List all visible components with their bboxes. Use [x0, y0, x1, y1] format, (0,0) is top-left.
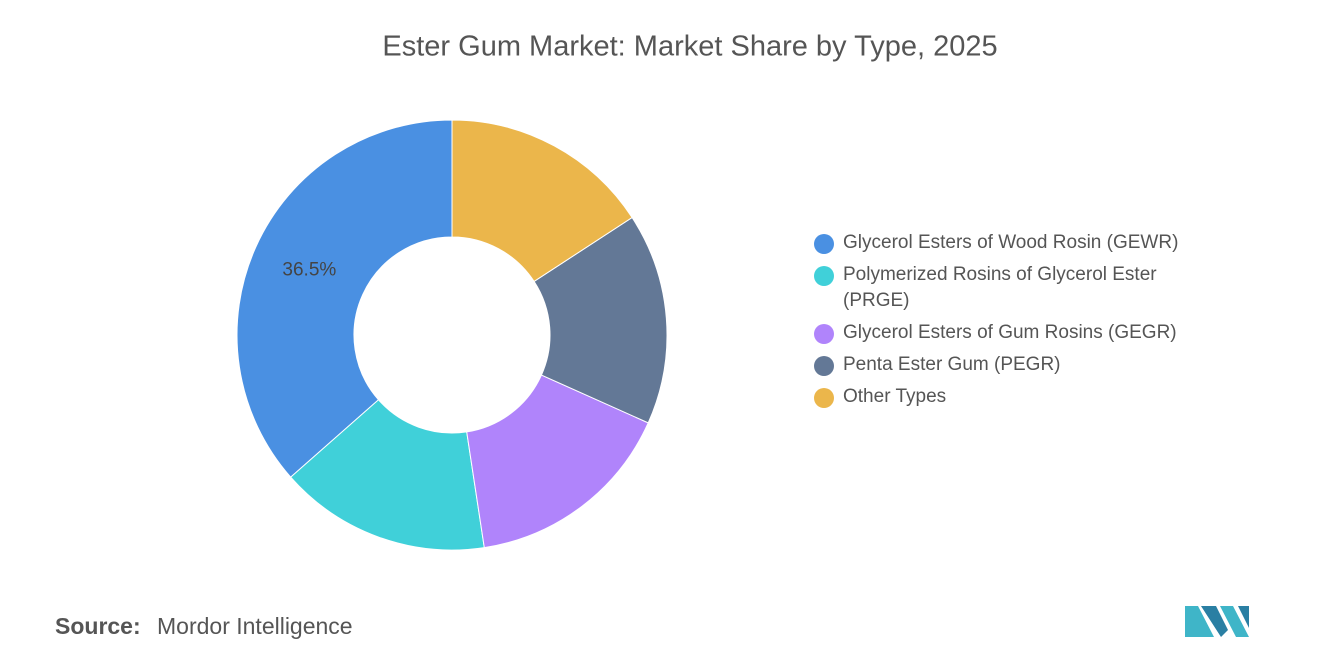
- legend-label: Other Types: [843, 386, 947, 407]
- chart-title: Ester Gum Market: Market Share by Type, …: [382, 31, 997, 63]
- source-label: Source:: [55, 613, 141, 639]
- slice: [466, 374, 649, 549]
- legend: Glycerol Esters of Wood Rosin (GEWR) Poly…: [814, 232, 1234, 418]
- legend-label: Glycerol Esters of Gum Rosins (GEGR): [843, 322, 1177, 343]
- slice: [290, 399, 485, 551]
- legend-label: Glycerol Esters of Wood Rosin (GEWR): [843, 232, 1179, 253]
- data-label: 36.5%: [282, 260, 336, 281]
- legend-swatch: [814, 266, 834, 286]
- source: Mordor Intelligence: [157, 613, 353, 639]
- legend-swatch: [814, 388, 834, 408]
- slice: [451, 119, 633, 283]
- slice: [236, 119, 453, 478]
- legend-label: Penta Ester Gum (PEGR): [843, 354, 1061, 375]
- legend-swatch: [814, 234, 834, 254]
- legend-item: Glycerol Esters of Wood Rosin (GEWR): [814, 232, 1234, 256]
- slice: [533, 216, 668, 424]
- legend-item: Penta Ester Gum (PEGR): [814, 354, 1234, 378]
- legend-label: Polymerized Rosins of Glycerol Ester (PR…: [843, 264, 1157, 311]
- legend-item: Glycerol Esters of Gum Rosins (GEGR): [814, 322, 1234, 346]
- legend-item: Polymerized Rosins of Glycerol Ester (PR…: [814, 264, 1234, 314]
- legend-item: Other Types: [814, 386, 1234, 410]
- legend-swatch: [814, 324, 834, 344]
- logo: [1185, 606, 1249, 637]
- legend-swatch: [814, 356, 834, 376]
